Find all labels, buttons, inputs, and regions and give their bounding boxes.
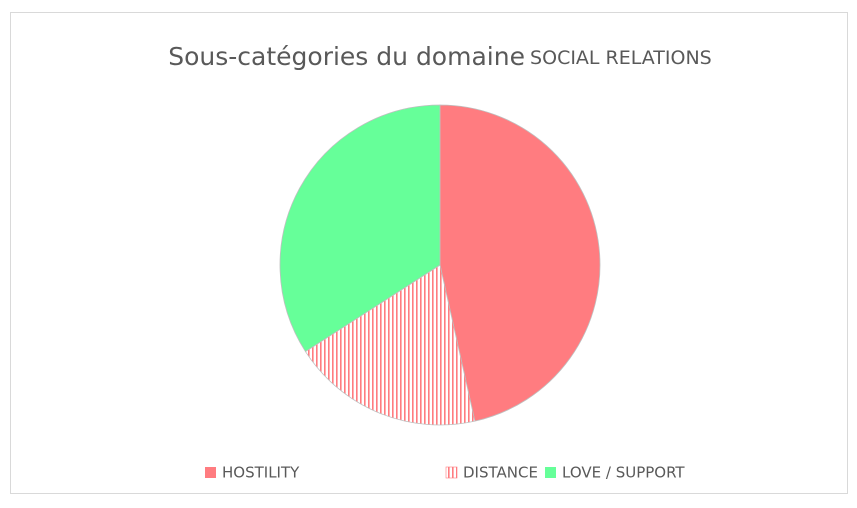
legend-label: LOVE / SUPPORT xyxy=(562,464,685,482)
chart-title: Sous-catégories du domaine SOCIAL RELATI… xyxy=(168,42,712,71)
title-domain: SOCIAL RELATIONS xyxy=(530,47,712,69)
legend-swatch xyxy=(445,466,458,479)
pie-slice xyxy=(304,264,476,426)
legend-swatch xyxy=(205,467,216,478)
title-main: Sous-catégories du domaine xyxy=(168,42,525,71)
legend-label: HOSTILITY xyxy=(222,464,300,482)
pie-slice xyxy=(439,104,601,422)
legend-swatch xyxy=(545,467,556,478)
pie-slice xyxy=(279,104,441,353)
legend-label: DISTANCE xyxy=(463,464,538,482)
